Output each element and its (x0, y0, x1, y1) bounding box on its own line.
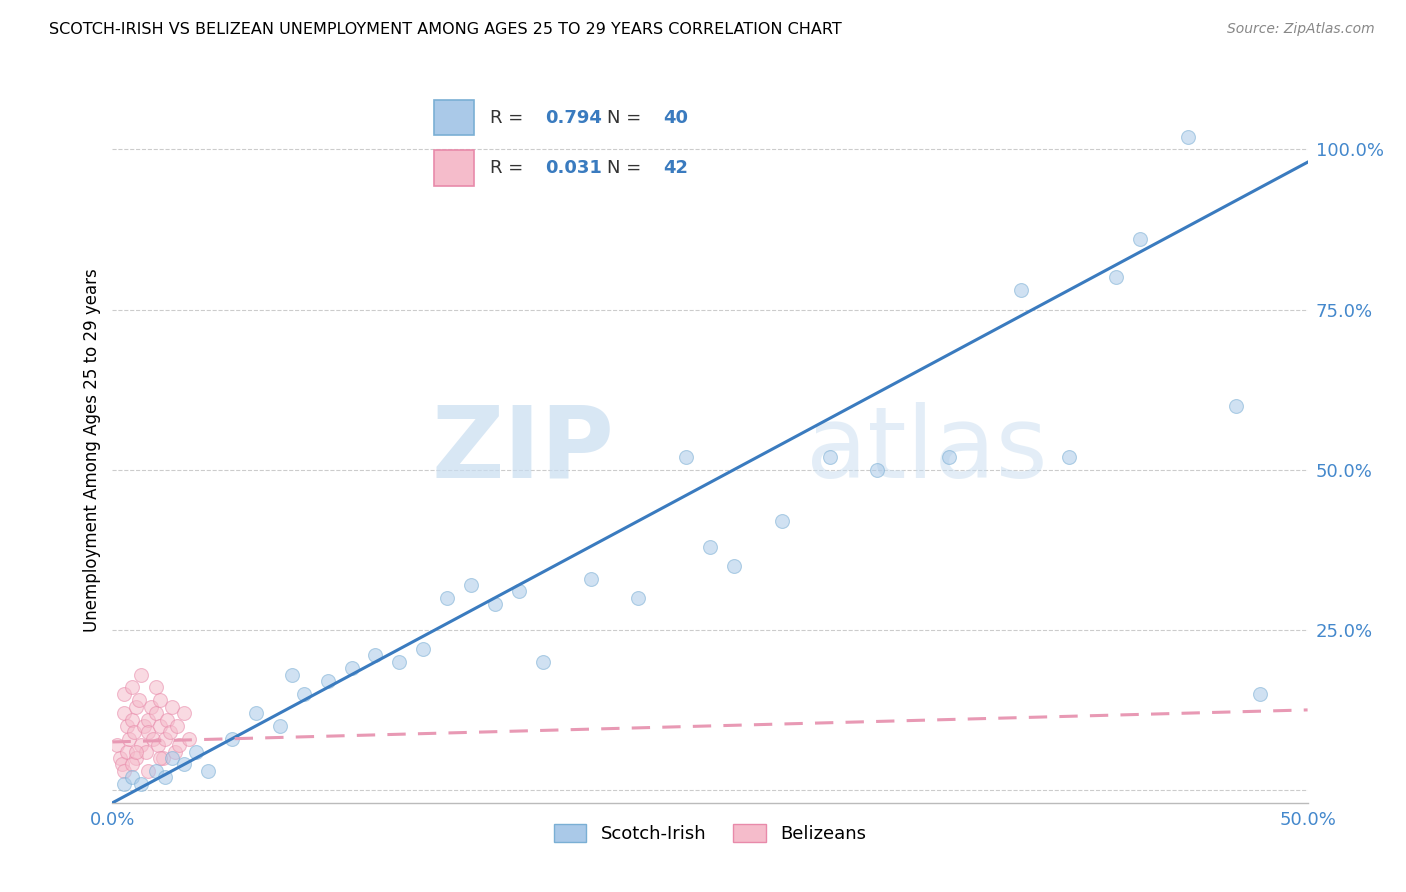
Point (153, 731, 176, 746)
Point (129, 738, 152, 752)
Point (1057, 450, 1080, 464)
Point (125, 745, 148, 759)
Legend: Scotch-Irish, Belizeans: Scotch-Irish, Belizeans (554, 824, 866, 843)
Point (142, 731, 165, 746)
Point (114, 706, 135, 720)
Point (138, 764, 160, 778)
Point (1105, 270, 1128, 285)
Text: Source: ZipAtlas.com: Source: ZipAtlas.com (1227, 22, 1375, 37)
Point (1129, 232, 1152, 246)
Point (115, 719, 138, 733)
Text: N =: N = (607, 159, 647, 177)
Point (138, 713, 160, 727)
Point (281, 667, 304, 681)
Point (173, 757, 195, 772)
Point (169, 738, 191, 752)
Point (938, 450, 960, 464)
Point (125, 751, 148, 765)
Point (579, 572, 602, 586)
Point (122, 725, 145, 739)
Point (484, 597, 506, 611)
Text: ZIP: ZIP (432, 402, 614, 499)
Point (818, 450, 841, 464)
Y-axis label: Unemployment Among Ages 25 to 29 years: Unemployment Among Ages 25 to 29 years (83, 268, 101, 632)
Point (162, 699, 183, 714)
Point (177, 731, 200, 746)
Point (108, 751, 131, 765)
Point (135, 745, 157, 759)
FancyBboxPatch shape (434, 100, 474, 136)
FancyBboxPatch shape (434, 150, 474, 186)
Point (149, 693, 172, 707)
Point (138, 725, 160, 739)
Point (121, 681, 143, 695)
Point (159, 725, 181, 739)
Point (699, 540, 721, 554)
Point (146, 738, 169, 752)
Point (173, 706, 195, 720)
Point (866, 463, 889, 477)
Point (364, 648, 387, 663)
Point (508, 584, 530, 599)
Text: 0.794: 0.794 (546, 109, 602, 127)
Point (129, 776, 152, 790)
Point (723, 558, 745, 573)
Text: atlas: atlas (806, 402, 1047, 499)
Point (156, 713, 179, 727)
Point (316, 674, 339, 689)
Point (163, 745, 186, 759)
Point (114, 764, 135, 778)
Point (129, 667, 152, 681)
Point (149, 751, 172, 765)
Point (292, 687, 315, 701)
Text: SCOTCH-IRISH VS BELIZEAN UNEMPLOYMENT AMONG AGES 25 TO 29 YEARS CORRELATION CHAR: SCOTCH-IRISH VS BELIZEAN UNEMPLOYMENT AM… (49, 22, 842, 37)
Point (121, 757, 143, 772)
Point (145, 681, 167, 695)
Point (186, 745, 208, 759)
Point (436, 591, 458, 605)
Point (1225, 399, 1247, 413)
Point (115, 745, 138, 759)
Point (105, 738, 128, 752)
Text: 0.031: 0.031 (546, 159, 602, 177)
Text: R =: R = (489, 109, 529, 127)
Point (269, 719, 291, 733)
Point (149, 719, 172, 733)
Text: 40: 40 (664, 109, 688, 127)
Point (1177, 129, 1199, 144)
Point (121, 713, 143, 727)
Point (114, 776, 135, 790)
Point (166, 719, 188, 733)
Point (114, 687, 135, 701)
Point (125, 699, 148, 714)
Point (121, 770, 143, 784)
Point (1010, 283, 1032, 297)
Point (531, 655, 554, 669)
Point (675, 450, 697, 464)
Point (132, 719, 155, 733)
Point (145, 764, 167, 778)
Point (340, 661, 363, 675)
Point (145, 706, 167, 720)
Point (412, 642, 434, 657)
Text: 42: 42 (664, 159, 688, 177)
Point (245, 706, 267, 720)
Point (152, 751, 174, 765)
Point (770, 514, 793, 528)
Point (139, 699, 162, 714)
Point (197, 764, 219, 778)
Point (111, 757, 134, 772)
Point (118, 731, 141, 746)
Point (153, 770, 176, 784)
Point (460, 578, 482, 592)
Point (627, 591, 650, 605)
Text: N =: N = (607, 109, 647, 127)
Point (1249, 687, 1271, 701)
Point (388, 655, 411, 669)
Point (162, 751, 183, 765)
Text: R =: R = (489, 159, 529, 177)
Point (221, 731, 243, 746)
Point (128, 693, 150, 707)
